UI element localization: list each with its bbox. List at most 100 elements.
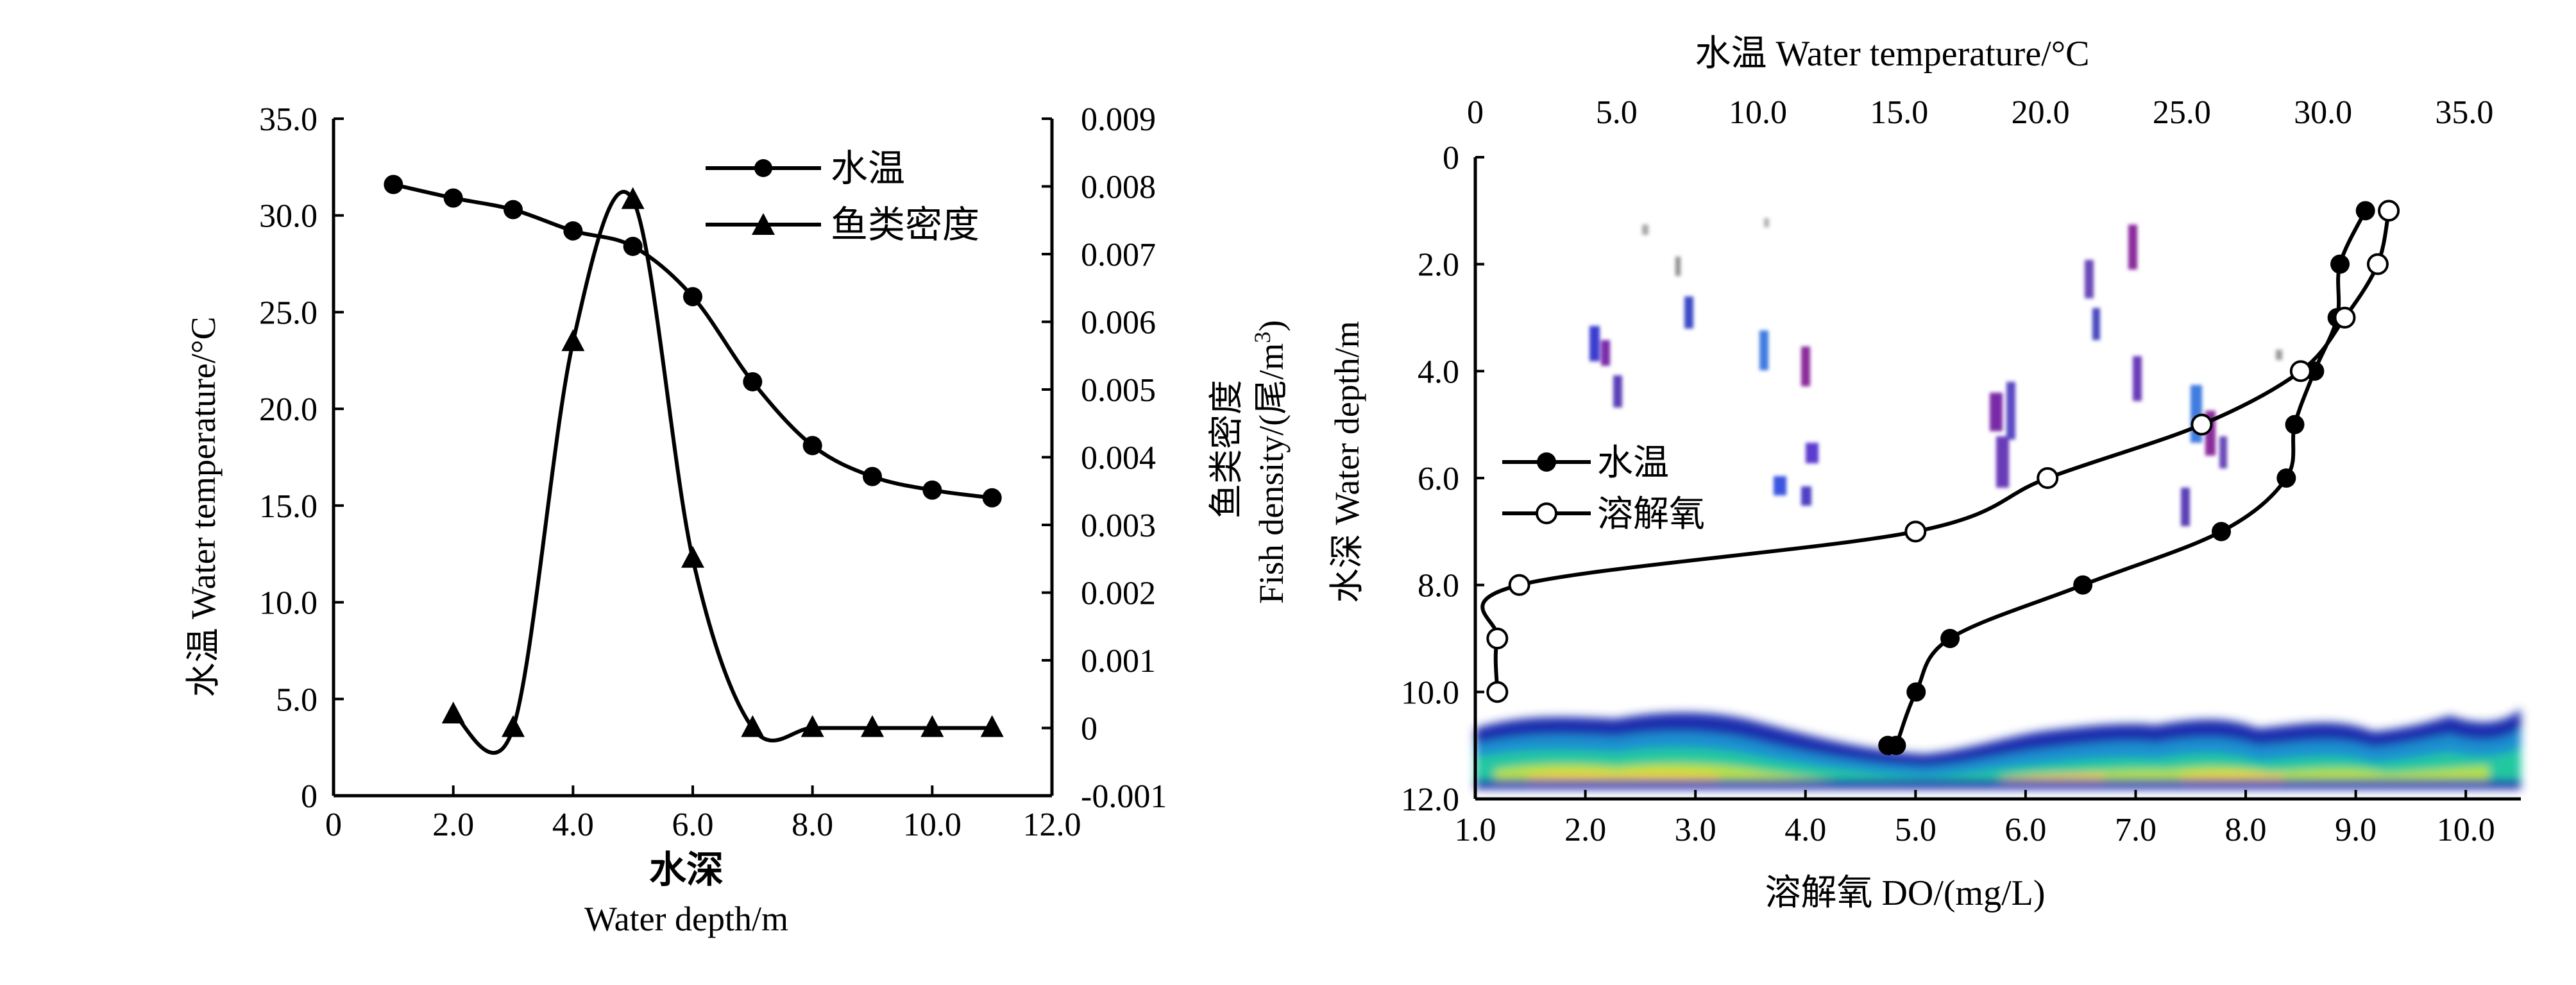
y-left-tick-label: 30.0 xyxy=(259,198,318,235)
legend-label-fish-density: 鱼类密度 xyxy=(831,204,979,246)
x-tick-label: 4.0 xyxy=(552,807,594,843)
y-tick-label: 6.0 xyxy=(1418,461,1459,497)
y-left-tick-label: 10.0 xyxy=(259,585,318,622)
right-chart: 0 5.0 10.0 15.0 20.0 25.0 30.0 35.0 1.0 2.0 3.0 4.… xyxy=(1328,34,2521,913)
x-top-tick-label: 5.0 xyxy=(1596,94,1638,131)
fish-density-point xyxy=(980,715,1004,737)
x-top-tick-label: 35.0 xyxy=(2435,94,2493,131)
left-chart-ylabel-right-cn: 鱼类密度 xyxy=(1207,380,1246,518)
x-top-tick-label: 25.0 xyxy=(2153,94,2211,131)
y-tick-label: 2.0 xyxy=(1418,247,1459,284)
legend-label-water-temp: 水温 xyxy=(831,148,905,189)
water-temp-point xyxy=(2285,415,2305,434)
dissolved-oxygen-point xyxy=(1508,574,1530,596)
y-right-tick-label: 0.002 xyxy=(1081,576,1156,612)
y-left-tick-label: 20.0 xyxy=(259,391,318,428)
right-chart-echogram-background xyxy=(1475,218,2521,789)
water-temp-point xyxy=(2073,575,2093,595)
echogram-seabed-band xyxy=(1475,709,2521,789)
left-chart-xlabel-en: Water depth/m xyxy=(584,900,788,938)
x-bottom-tick-label: 7.0 xyxy=(2115,812,2157,848)
left-chart-ylabel-right-en-main: Fish density/(尾/m xyxy=(1252,343,1291,604)
legend-label-dissolved-oxygen: 溶解氧 xyxy=(1597,495,1705,535)
x-tick-label: 8.0 xyxy=(792,807,833,843)
left-chart-y-right-ticks: -0.001 0 0.001 0.002 0.003 0.004 0.005 0.006 0.0… xyxy=(1042,101,1167,815)
water-temp-point xyxy=(384,175,403,194)
x-bottom-tick-label: 8.0 xyxy=(2225,812,2267,848)
y-left-tick-label: 25.0 xyxy=(259,295,318,331)
water-temp-point xyxy=(2330,254,2350,274)
legend-marker-dissolved-oxygen xyxy=(1536,502,1557,524)
dissolved-oxygen-point xyxy=(2334,307,2356,329)
echogram-fish-echoes xyxy=(1589,218,2282,526)
dissolved-oxygen-point xyxy=(2289,360,2312,382)
y-right-tick-label: 0.006 xyxy=(1081,305,1156,341)
water-temp-point xyxy=(802,436,822,456)
left-chart-ylabel-right-en: Fish density/(尾/m3) xyxy=(1250,320,1291,604)
y-right-tick-label: 0 xyxy=(1081,711,1097,748)
x-bottom-tick-label: 10.0 xyxy=(2437,812,2495,848)
y-right-tick-label: 0.004 xyxy=(1081,440,1156,477)
y-right-tick-label: 0.008 xyxy=(1081,169,1156,206)
y-left-tick-label: 0 xyxy=(301,778,318,815)
legend-marker-water-temp xyxy=(1537,452,1556,472)
dissolved-oxygen-point xyxy=(2366,253,2389,275)
fish-density-point xyxy=(920,715,944,737)
water-temp-point xyxy=(443,188,463,208)
fish-density-point xyxy=(561,329,585,352)
right-chart-xlabel-bottom: 溶解氧 DO/(mg/L) xyxy=(1765,873,2045,913)
y-tick-label: 10.0 xyxy=(1401,674,1459,711)
water-temp-point xyxy=(1940,629,1960,648)
water-temp-point xyxy=(504,200,523,219)
x-tick-label: 6.0 xyxy=(672,807,714,843)
left-chart-x-ticks: 0 2.0 4.0 6.0 8.0 10.0 12.0 xyxy=(325,785,1081,843)
y-tick-label: 0 xyxy=(1443,140,1459,176)
x-bottom-tick-label: 1.0 xyxy=(1455,812,1496,848)
y-right-tick-label: 0.005 xyxy=(1081,372,1156,409)
dissolved-oxygen-point xyxy=(1486,628,1509,649)
fish-density-point xyxy=(801,715,824,737)
x-tick-label: 0 xyxy=(325,807,342,843)
right-chart-y-ticks: 0 2.0 4.0 6.0 8.0 10.0 12.0 xyxy=(1401,140,1484,818)
legend-marker-water-temp xyxy=(754,159,772,177)
x-top-tick-label: 15.0 xyxy=(1870,94,1928,131)
water-temp-point xyxy=(2276,468,2296,488)
y-left-tick-label: 5.0 xyxy=(276,681,318,718)
water-temp-point xyxy=(922,480,942,500)
right-chart-legend: 水温 溶解氧 xyxy=(1502,443,1705,535)
x-bottom-tick-label: 4.0 xyxy=(1784,812,1826,848)
fish-density-line xyxy=(452,189,992,755)
water-temp-point xyxy=(982,488,1002,508)
left-chart-y-left-ticks: 0 5.0 10.0 15.0 20.0 25.0 30.0 35.0 xyxy=(259,101,344,815)
x-bottom-tick-label: 2.0 xyxy=(1564,812,1606,848)
x-bottom-tick-label: 3.0 xyxy=(1675,812,1716,848)
y-tick-label: 4.0 xyxy=(1418,354,1459,390)
right-chart-ylabel: 水深 Water depth/m xyxy=(1328,321,1366,603)
y-right-tick-label: 0.007 xyxy=(1081,237,1156,273)
left-chart: 0 2.0 4.0 6.0 8.0 10.0 12.0 0 5.0 10.0 15.0 20.0 25… xyxy=(184,101,1291,938)
x-top-tick-label: 20.0 xyxy=(2012,94,2070,131)
right-chart-x-bottom-ticks: 1.0 2.0 3.0 4.0 5.0 6.0 7.0 8.0 9.0 10.0 xyxy=(1455,790,2495,848)
left-chart-ylabel-right-en-sup: 3 xyxy=(1250,332,1275,343)
water-temp-point xyxy=(683,287,702,307)
right-chart-x-top-ticks: 0 5.0 10.0 15.0 20.0 25.0 30.0 35.0 xyxy=(1467,94,2493,131)
dissolved-oxygen-point xyxy=(1904,520,1927,543)
x-tick-label: 10.0 xyxy=(903,807,962,843)
fish-density-point xyxy=(861,715,884,737)
left-chart-ylabel-left: 水温 Water temperature/°C xyxy=(184,316,223,697)
water-temp-point xyxy=(1906,682,1926,702)
y-right-tick-label: 0.001 xyxy=(1081,643,1156,680)
y-tick-label: 8.0 xyxy=(1418,568,1459,604)
x-top-tick-label: 30.0 xyxy=(2294,94,2352,131)
water-temp-point xyxy=(563,221,583,241)
left-chart-legend: 水温 鱼类密度 xyxy=(706,148,979,246)
x-top-tick-label: 0 xyxy=(1467,94,1484,131)
dissolved-oxygen-point xyxy=(1486,681,1509,703)
right-chart-xlabel-top: 水温 Water temperature/°C xyxy=(1695,34,2090,74)
water-temp-point xyxy=(623,236,643,256)
fish-density-point xyxy=(621,187,645,209)
right-chart-series xyxy=(1480,200,2400,756)
left-chart-ylabel-right-en-close: ) xyxy=(1252,320,1291,332)
fish-density-point xyxy=(741,715,765,737)
